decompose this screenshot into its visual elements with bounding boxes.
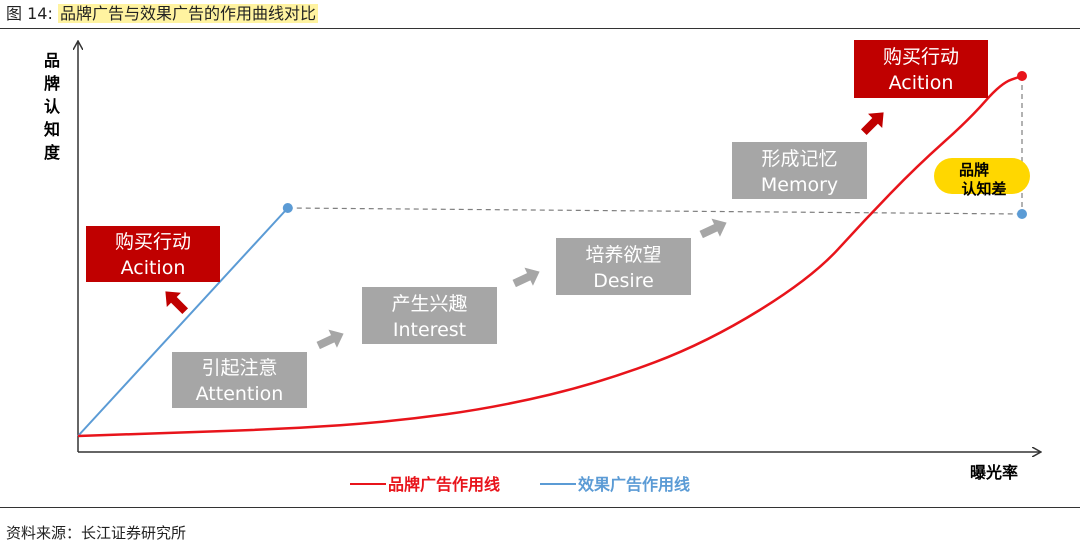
action-box-brand: 购买行动 Acition — [854, 40, 988, 98]
flow-arrow-icon — [316, 329, 344, 350]
flow-arrow-icon — [699, 218, 727, 239]
figure-header: 图 14: 品牌广告与效果广告的作用曲线对比 — [6, 2, 318, 26]
legend: 品牌广告作用线 效果广告作用线 — [350, 475, 690, 494]
dashed-reference-line — [287, 207, 1023, 215]
legend-label-performance: 效果广告作用线 — [578, 475, 690, 494]
stage-title: 产生兴趣 — [391, 293, 467, 315]
awareness-gap-badge: 品牌 认知差 — [934, 158, 1030, 198]
bottom-rule — [0, 507, 1080, 508]
stage-desire: 培养欲望 Desire — [556, 238, 691, 295]
action-title: 购买行动 — [115, 231, 191, 253]
legend-label-brand: 品牌广告作用线 — [388, 475, 500, 494]
action-arrow-icon — [165, 291, 189, 315]
top-rule — [0, 28, 1080, 29]
x-axis-label: 曝光率 — [970, 463, 1018, 482]
stage-subtitle: Interest — [393, 319, 466, 341]
stage-title: 培养欲望 — [585, 244, 661, 266]
stage-title: 形成记忆 — [761, 148, 837, 170]
stage-interest: 产生兴趣 Interest — [362, 287, 497, 344]
stage-subtitle: Attention — [196, 383, 284, 405]
stage-memory: 形成记忆 Memory — [732, 142, 867, 199]
gap-end-marker — [1017, 209, 1027, 219]
gap-label-line-1: 品牌 — [959, 161, 989, 179]
action-box-performance: 购买行动 Acition — [86, 226, 220, 282]
stage-subtitle: Memory — [761, 174, 838, 196]
figure-title: 品牌广告与效果广告的作用曲线对比 — [57, 4, 318, 23]
source-note: 资料来源：长江证券研究所 — [6, 524, 187, 542]
action-arrow-icon — [860, 112, 884, 136]
figure-number: 图 14: — [6, 4, 53, 23]
performance-ad-line — [77, 207, 289, 437]
stage-title: 引起注意 — [201, 357, 277, 379]
brand-line-end-marker — [1017, 71, 1027, 81]
action-title: 购买行动 — [883, 46, 959, 68]
action-subtitle: Acition — [121, 257, 186, 279]
gap-label-line-2: 认知差 — [961, 180, 1006, 198]
stage-attention: 引起注意 Attention — [172, 352, 307, 408]
stage-subtitle: Desire — [593, 270, 654, 292]
flow-arrow-icon — [512, 267, 540, 288]
performance-line-end-marker — [282, 203, 293, 213]
brand-ad-line — [77, 74, 1023, 438]
y-axis-label: 品牌认知度 — [44, 51, 61, 162]
action-subtitle: Acition — [889, 72, 954, 94]
